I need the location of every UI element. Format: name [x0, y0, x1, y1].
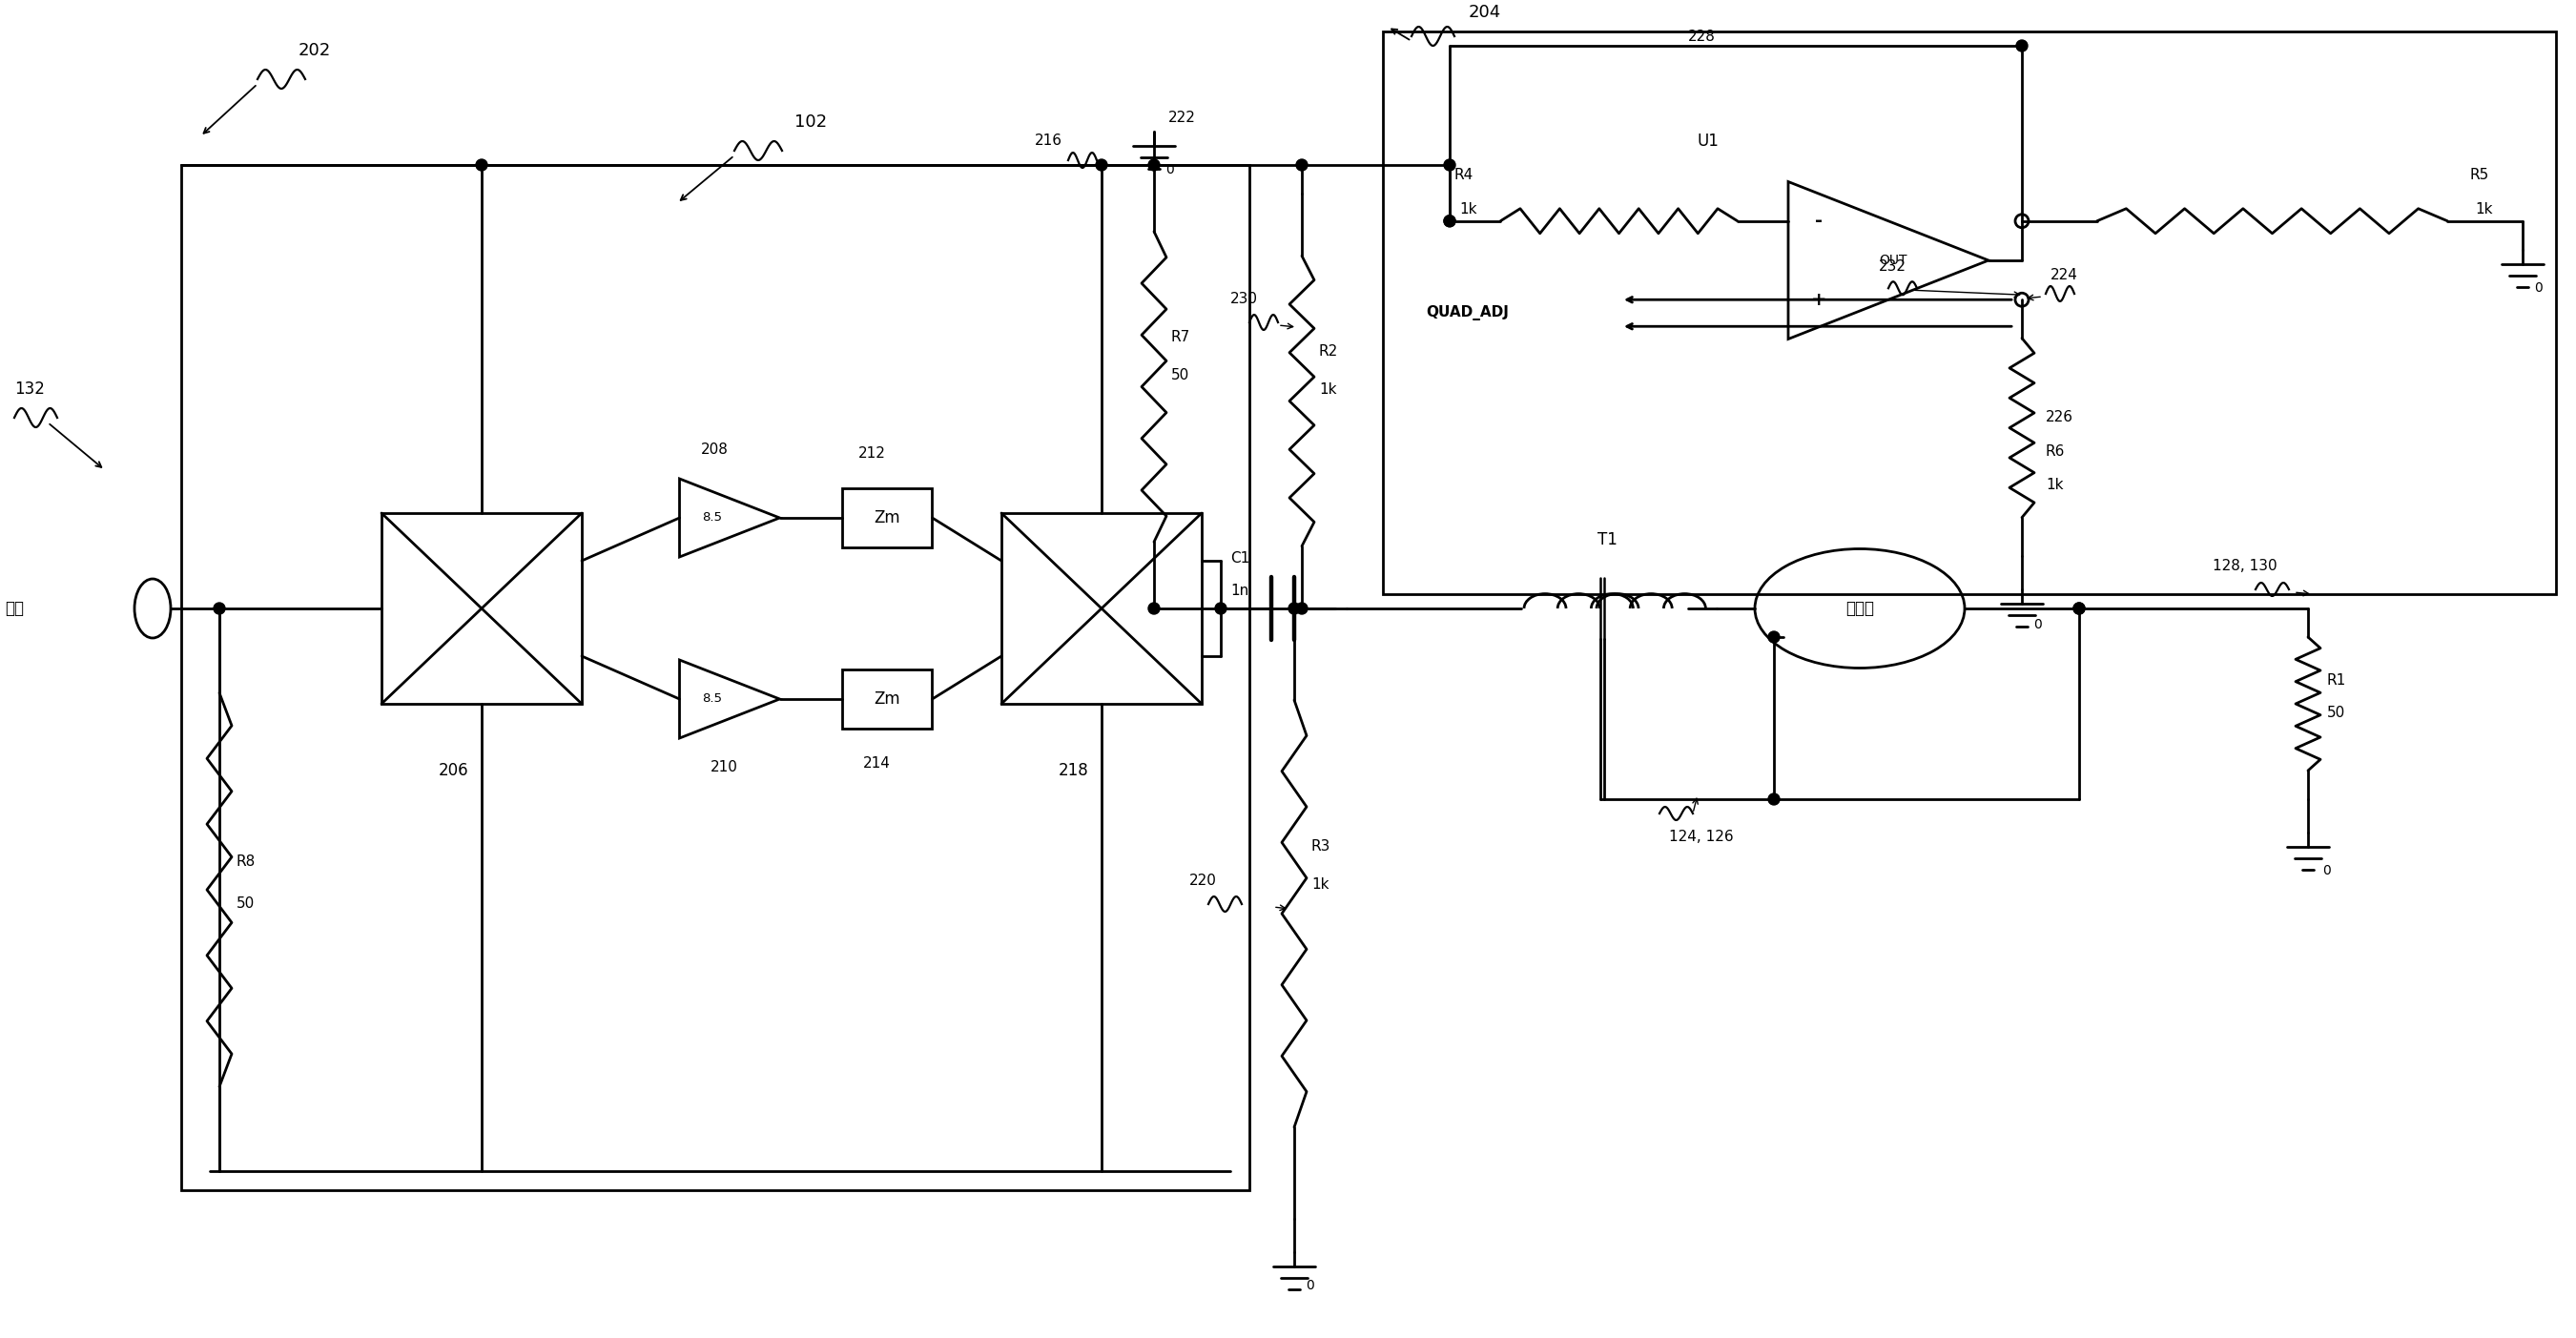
Circle shape — [214, 602, 224, 614]
Text: 124, 126: 124, 126 — [1669, 830, 1734, 844]
Bar — [842, 669, 933, 729]
Text: 206: 206 — [438, 761, 469, 779]
Text: Zm: Zm — [873, 510, 899, 526]
Circle shape — [1149, 602, 1159, 614]
Circle shape — [1095, 159, 1108, 171]
Text: -: - — [1816, 211, 1824, 230]
Circle shape — [1216, 602, 1226, 614]
Circle shape — [1767, 793, 1780, 805]
Text: 228: 228 — [1687, 29, 1716, 43]
Text: 1k: 1k — [2045, 478, 2063, 491]
Circle shape — [1296, 159, 1309, 171]
Text: R8: R8 — [237, 854, 255, 868]
Text: R6: R6 — [2045, 444, 2066, 458]
Text: 224: 224 — [2050, 268, 2079, 282]
Text: 8.5: 8.5 — [703, 511, 721, 524]
Circle shape — [1296, 602, 1309, 614]
Circle shape — [2014, 293, 2027, 306]
Text: R5: R5 — [2470, 169, 2488, 182]
Text: 1n: 1n — [1231, 585, 1249, 598]
Text: 222: 222 — [1170, 110, 1195, 124]
Text: 0: 0 — [2032, 618, 2043, 632]
Circle shape — [1149, 159, 1159, 171]
Text: 204: 204 — [1468, 4, 1502, 21]
Bar — [381, 512, 582, 704]
Text: C1: C1 — [1231, 551, 1249, 566]
Text: R1: R1 — [2326, 673, 2347, 688]
Circle shape — [2014, 214, 2027, 227]
Circle shape — [2074, 602, 2084, 614]
Text: 0: 0 — [2535, 281, 2543, 294]
Text: 50: 50 — [1172, 368, 1190, 381]
Text: 1k: 1k — [2476, 202, 2494, 217]
Text: 1k: 1k — [1458, 202, 1476, 217]
Circle shape — [477, 159, 487, 171]
Text: 210: 210 — [711, 760, 739, 775]
Text: 8.5: 8.5 — [703, 693, 721, 705]
Text: 102: 102 — [793, 114, 827, 131]
Text: 218: 218 — [1059, 761, 1090, 779]
Circle shape — [1767, 632, 1780, 642]
Text: R4: R4 — [1455, 169, 1473, 182]
Text: 输入: 输入 — [5, 599, 23, 617]
Text: OUT: OUT — [1878, 254, 1906, 268]
Bar — [1383, 32, 2555, 594]
Text: R3: R3 — [1311, 840, 1332, 854]
Text: U1: U1 — [1698, 132, 1718, 150]
Text: R2: R2 — [1319, 344, 1340, 359]
Text: 50: 50 — [2326, 706, 2344, 720]
Text: 128, 130: 128, 130 — [2213, 558, 2277, 573]
Text: 212: 212 — [858, 446, 886, 460]
Text: 220: 220 — [1190, 874, 1216, 887]
Text: 0: 0 — [1306, 1279, 1314, 1293]
Text: 230: 230 — [1231, 292, 1257, 305]
Circle shape — [1445, 215, 1455, 226]
Circle shape — [1445, 215, 1455, 226]
Text: 50: 50 — [237, 896, 255, 911]
Circle shape — [2017, 40, 2027, 51]
Text: 0: 0 — [1164, 163, 1175, 177]
Circle shape — [2074, 602, 2084, 614]
Text: QUAD_ADJ: QUAD_ADJ — [1425, 305, 1510, 321]
Bar — [1002, 512, 1200, 704]
Bar — [180, 165, 1249, 1191]
Text: 有损耗: 有损耗 — [1844, 599, 1875, 617]
Text: 1k: 1k — [1319, 381, 1337, 396]
Text: 1k: 1k — [1311, 878, 1329, 892]
Circle shape — [1288, 602, 1301, 614]
Text: +: + — [1811, 290, 1826, 309]
Text: 208: 208 — [701, 442, 729, 456]
Bar — [842, 488, 933, 547]
Text: 216: 216 — [1036, 134, 1061, 149]
Text: 214: 214 — [863, 757, 891, 771]
Text: 226: 226 — [2045, 411, 2074, 425]
Text: 232: 232 — [1878, 260, 1906, 273]
Text: 202: 202 — [299, 41, 332, 59]
Text: 132: 132 — [15, 380, 44, 397]
Text: T1: T1 — [1597, 531, 1618, 549]
Text: R7: R7 — [1172, 329, 1190, 344]
Circle shape — [1445, 159, 1455, 171]
Text: Zm: Zm — [873, 690, 899, 708]
Text: 0: 0 — [2324, 864, 2331, 878]
